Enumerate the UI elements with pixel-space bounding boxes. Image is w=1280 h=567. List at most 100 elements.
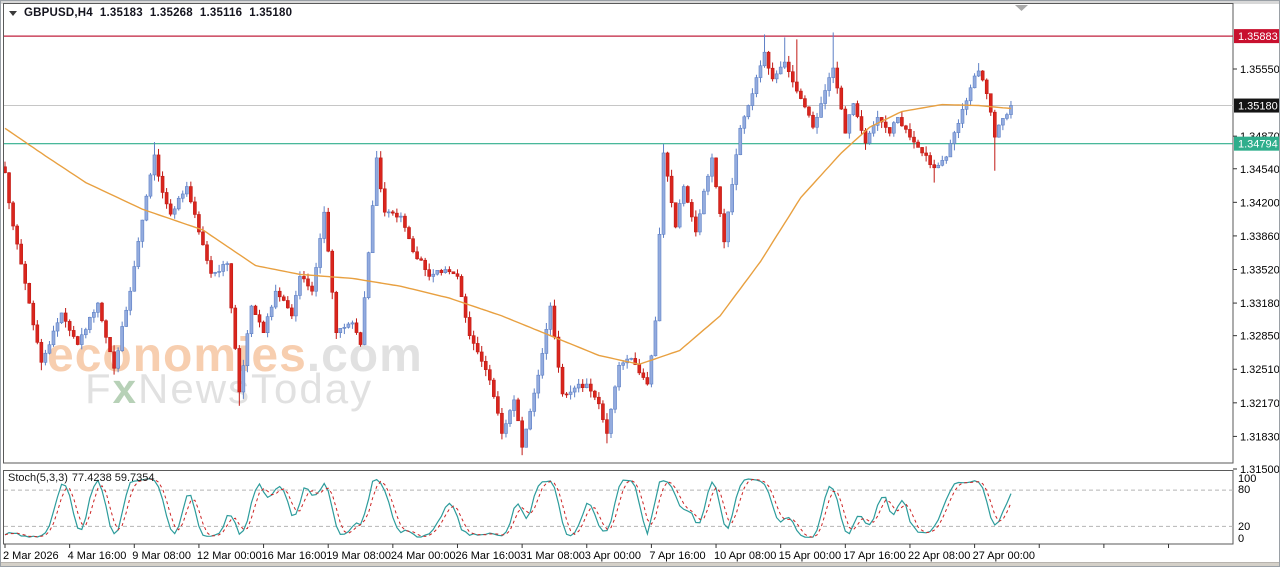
candle-body [500,412,504,434]
candle-body [908,129,912,138]
candle-body [556,336,561,368]
candle-body [992,111,997,138]
candle-body [831,67,836,78]
candle-body [419,258,423,261]
candle-body [544,329,549,354]
time-axis-label: 26 Mar 16:00 [455,550,520,562]
candle-body [492,379,496,397]
candle-body [803,98,807,108]
candle-body [144,195,149,221]
candle-body [471,335,476,344]
candle-body [443,269,448,273]
price-tag-support [1234,136,1279,151]
candle-body [249,305,254,335]
candle-body [997,124,1001,138]
candle-body [807,106,811,116]
candle-body [685,186,690,203]
time-axis-label: 19 Mar 08:00 [326,550,391,562]
candle-body [415,251,419,260]
candle-body [136,241,141,267]
candle-body [496,396,500,414]
time-axis-label: 12 Mar 00:00 [197,550,262,562]
candle-body [132,266,137,292]
candle-body [273,290,278,308]
candle-body [4,166,7,174]
candle-body [811,114,815,128]
candle-body [281,296,286,301]
candle-body [229,263,234,309]
candle-body [887,127,892,134]
time-axis-label: 9 Mar 08:00 [132,550,191,562]
candle-body [334,291,339,334]
stoch-pane-frame [3,470,1234,545]
candle-body [637,364,642,374]
candle-body [726,211,730,243]
price-axis-label: 1.34540 [1240,164,1280,176]
candle-body [358,332,363,345]
candle-body [770,67,775,80]
candle-body [734,154,739,185]
window-top-border [1,1,1279,4]
chart-header: GBPUSD,H4 1.35183 1.35268 1.35116 1.3518… [9,7,292,19]
candle-body [156,154,161,177]
candle-body [269,306,274,317]
candle-body [386,211,391,214]
candle-body [952,132,957,144]
candle-body [786,61,791,72]
candle-body [423,259,427,270]
candle-body [31,302,36,326]
time-axis-label: 22 Apr 08:00 [908,550,970,562]
scroll-to-end-icon [1015,5,1028,11]
candle-body [548,305,553,330]
candle-body [920,147,924,154]
candle-body [629,358,634,360]
candle-body [597,396,601,405]
candle-body [960,109,965,124]
candle-body [112,351,116,369]
candle-body [698,213,702,233]
window-bottom-border [1,562,1279,566]
candle-body [665,152,670,177]
candle-body [88,316,92,330]
candle-body [730,184,735,213]
candle-body [875,117,880,126]
candle-body [71,330,76,337]
candle-body [657,234,662,322]
candle-body [904,125,908,130]
time-axis-label: 27 Apr 00:00 [973,550,1035,562]
candle-body [722,213,726,243]
candle-body [100,302,104,322]
candle-body [128,290,133,311]
candle-body [714,157,718,188]
candle-body [552,305,557,338]
price-axis-label: 1.31500 [1240,464,1280,476]
candle-body [197,214,201,233]
candle-body [120,326,124,351]
candle-body [702,190,706,215]
candle-body [936,164,941,169]
candle-body [23,263,28,284]
candle-body [900,117,904,127]
stoch-scale-label: 0 [1238,533,1244,545]
candle-body [257,314,262,323]
quote-low: 1.35116 [199,7,243,19]
candle-body [766,51,771,69]
candle-body [43,352,48,363]
candle-body [940,160,945,166]
price-tag-resistance [1234,29,1279,44]
candle-body [140,219,145,242]
candle-body [972,75,977,89]
candle-body [540,353,545,376]
candle-body [15,225,19,245]
symbol-dropdown-icon[interactable] [9,10,17,16]
candle-body [79,334,84,345]
candle-body [148,174,153,197]
candle-body [318,238,322,268]
candle-body [302,276,306,280]
candle-body [588,383,593,392]
candle-body [27,283,32,304]
candle-body [189,186,193,203]
candle-body [641,372,646,378]
candle-body [96,302,100,313]
